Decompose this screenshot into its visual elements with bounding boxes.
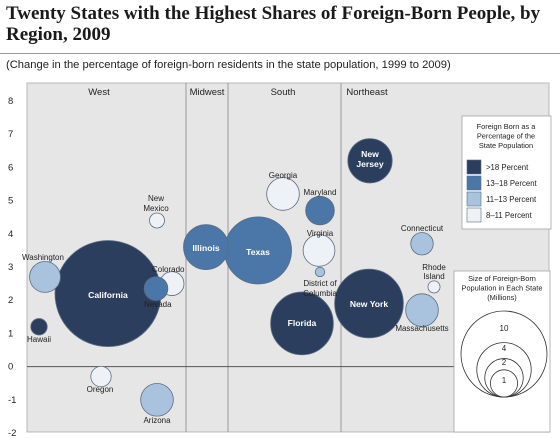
y-tick-label: 0 <box>8 362 13 373</box>
size-legend-title: Population in Each State <box>462 284 543 293</box>
y-tick-label: 6 <box>8 162 13 173</box>
bubble-nevada <box>143 276 169 301</box>
y-tick-label: 3 <box>8 262 13 273</box>
bubble-label-district-of-columbia: District of <box>303 279 337 288</box>
legend-swatch-dark <box>466 175 482 191</box>
bubble-label-florida: Florida <box>288 318 317 328</box>
size-legend-title: (Millions) <box>487 293 517 302</box>
color-legend-title: State Population <box>479 141 533 150</box>
bubble-massachusetts <box>405 293 439 327</box>
y-tick-label: -1 <box>8 395 16 406</box>
bubble-label-new-mexico: Mexico <box>143 204 169 213</box>
legend-swatch-light <box>466 207 482 223</box>
y-tick-label: 7 <box>8 129 13 140</box>
bubble-label-california: California <box>88 290 128 300</box>
legend-label: 8–11 Percent <box>486 211 533 220</box>
size-legend-circle-1 <box>490 369 518 398</box>
size-legend <box>453 270 551 433</box>
bubble-maryland <box>305 195 335 226</box>
bubble-label-connecticut: Connecticut <box>401 224 444 233</box>
bubble-district-of-columbia <box>314 266 326 278</box>
y-tick-label: -2 <box>8 428 16 438</box>
region-label-west: West <box>88 87 110 98</box>
legend-swatch-medium <box>466 191 482 207</box>
bubble-hawaii <box>30 318 48 336</box>
bubble-label-new-jersey: New <box>361 149 379 159</box>
bubble-label-new-york: New York <box>350 299 389 309</box>
color-legend-title: Foreign Born as a <box>477 122 537 131</box>
bubble-label-virginia: Virginia <box>307 229 334 238</box>
legend-label: >18 Percent <box>486 163 529 172</box>
legend-label: 13–18 Percent <box>486 179 538 188</box>
size-legend-label: 4 <box>502 344 507 353</box>
bubble-new-york <box>334 268 404 339</box>
region-label-south: South <box>271 87 296 98</box>
bubble-oregon <box>90 365 112 388</box>
y-tick-label: 2 <box>8 295 13 306</box>
bubble-label-texas: Texas <box>246 247 270 257</box>
size-legend-label: 10 <box>500 324 509 333</box>
region-label-midwest: Midwest <box>190 87 225 98</box>
y-tick-label: 5 <box>8 196 13 207</box>
bubble-label-massachusetts: Massachusetts <box>395 324 448 333</box>
chart-subtitle: (Change in the percentage of foreign-bor… <box>6 59 451 71</box>
bubble-label-arizona: Arizona <box>143 416 171 425</box>
bubble-new-mexico <box>149 212 165 229</box>
legend-label: 11–13 Percent <box>486 195 537 204</box>
bubble-washington <box>29 261 61 293</box>
bubble-label-georgia: Georgia <box>269 171 298 180</box>
bubble-florida <box>270 291 334 356</box>
bubble-label-hawaii: Hawaii <box>27 335 51 344</box>
size-legend-title: Size of Foreign-Born <box>468 274 536 283</box>
y-tick-label: 8 <box>8 96 13 107</box>
bubble-label-district-of-columbia: Columbia <box>303 289 337 298</box>
chart-title: Twenty States with the Highest Shares of… <box>6 3 541 45</box>
y-tick-label: 1 <box>8 328 13 339</box>
bubble-connecticut <box>410 232 434 256</box>
bubble-label-illinois: Illinois <box>192 243 219 253</box>
bubble-label-washington: Washington <box>22 253 64 262</box>
bubble-label-maryland: Maryland <box>304 188 337 197</box>
bubble-label-new-jersey: Jersey <box>356 159 383 169</box>
region-label-northeast: Northeast <box>346 87 388 98</box>
size-legend-label: 1 <box>502 376 507 385</box>
bubble-label-rhode-island: Island <box>423 272 444 281</box>
bubble-label-colorado: Colorado <box>152 265 185 274</box>
color-legend-title: Percentage of the <box>477 132 535 141</box>
bubble-label-rhode-island: Rhode <box>422 263 446 272</box>
bubble-label-oregon: Oregon <box>87 385 114 394</box>
bubble-illinois <box>183 224 229 270</box>
title-divider <box>0 53 560 54</box>
y-tick-label: 4 <box>8 229 13 240</box>
bubble-georgia <box>266 177 300 211</box>
legend-swatch-very-dark <box>466 159 482 175</box>
bubble-new-jersey <box>347 138 393 184</box>
bubble-label-new-mexico: New <box>148 194 164 203</box>
bubble-rhode-island <box>427 280 441 294</box>
bubble-virginia <box>302 234 336 267</box>
bubble-label-nevada: Nevada <box>144 300 172 309</box>
bubble-arizona <box>140 383 174 417</box>
size-legend-label: 2 <box>502 358 507 367</box>
